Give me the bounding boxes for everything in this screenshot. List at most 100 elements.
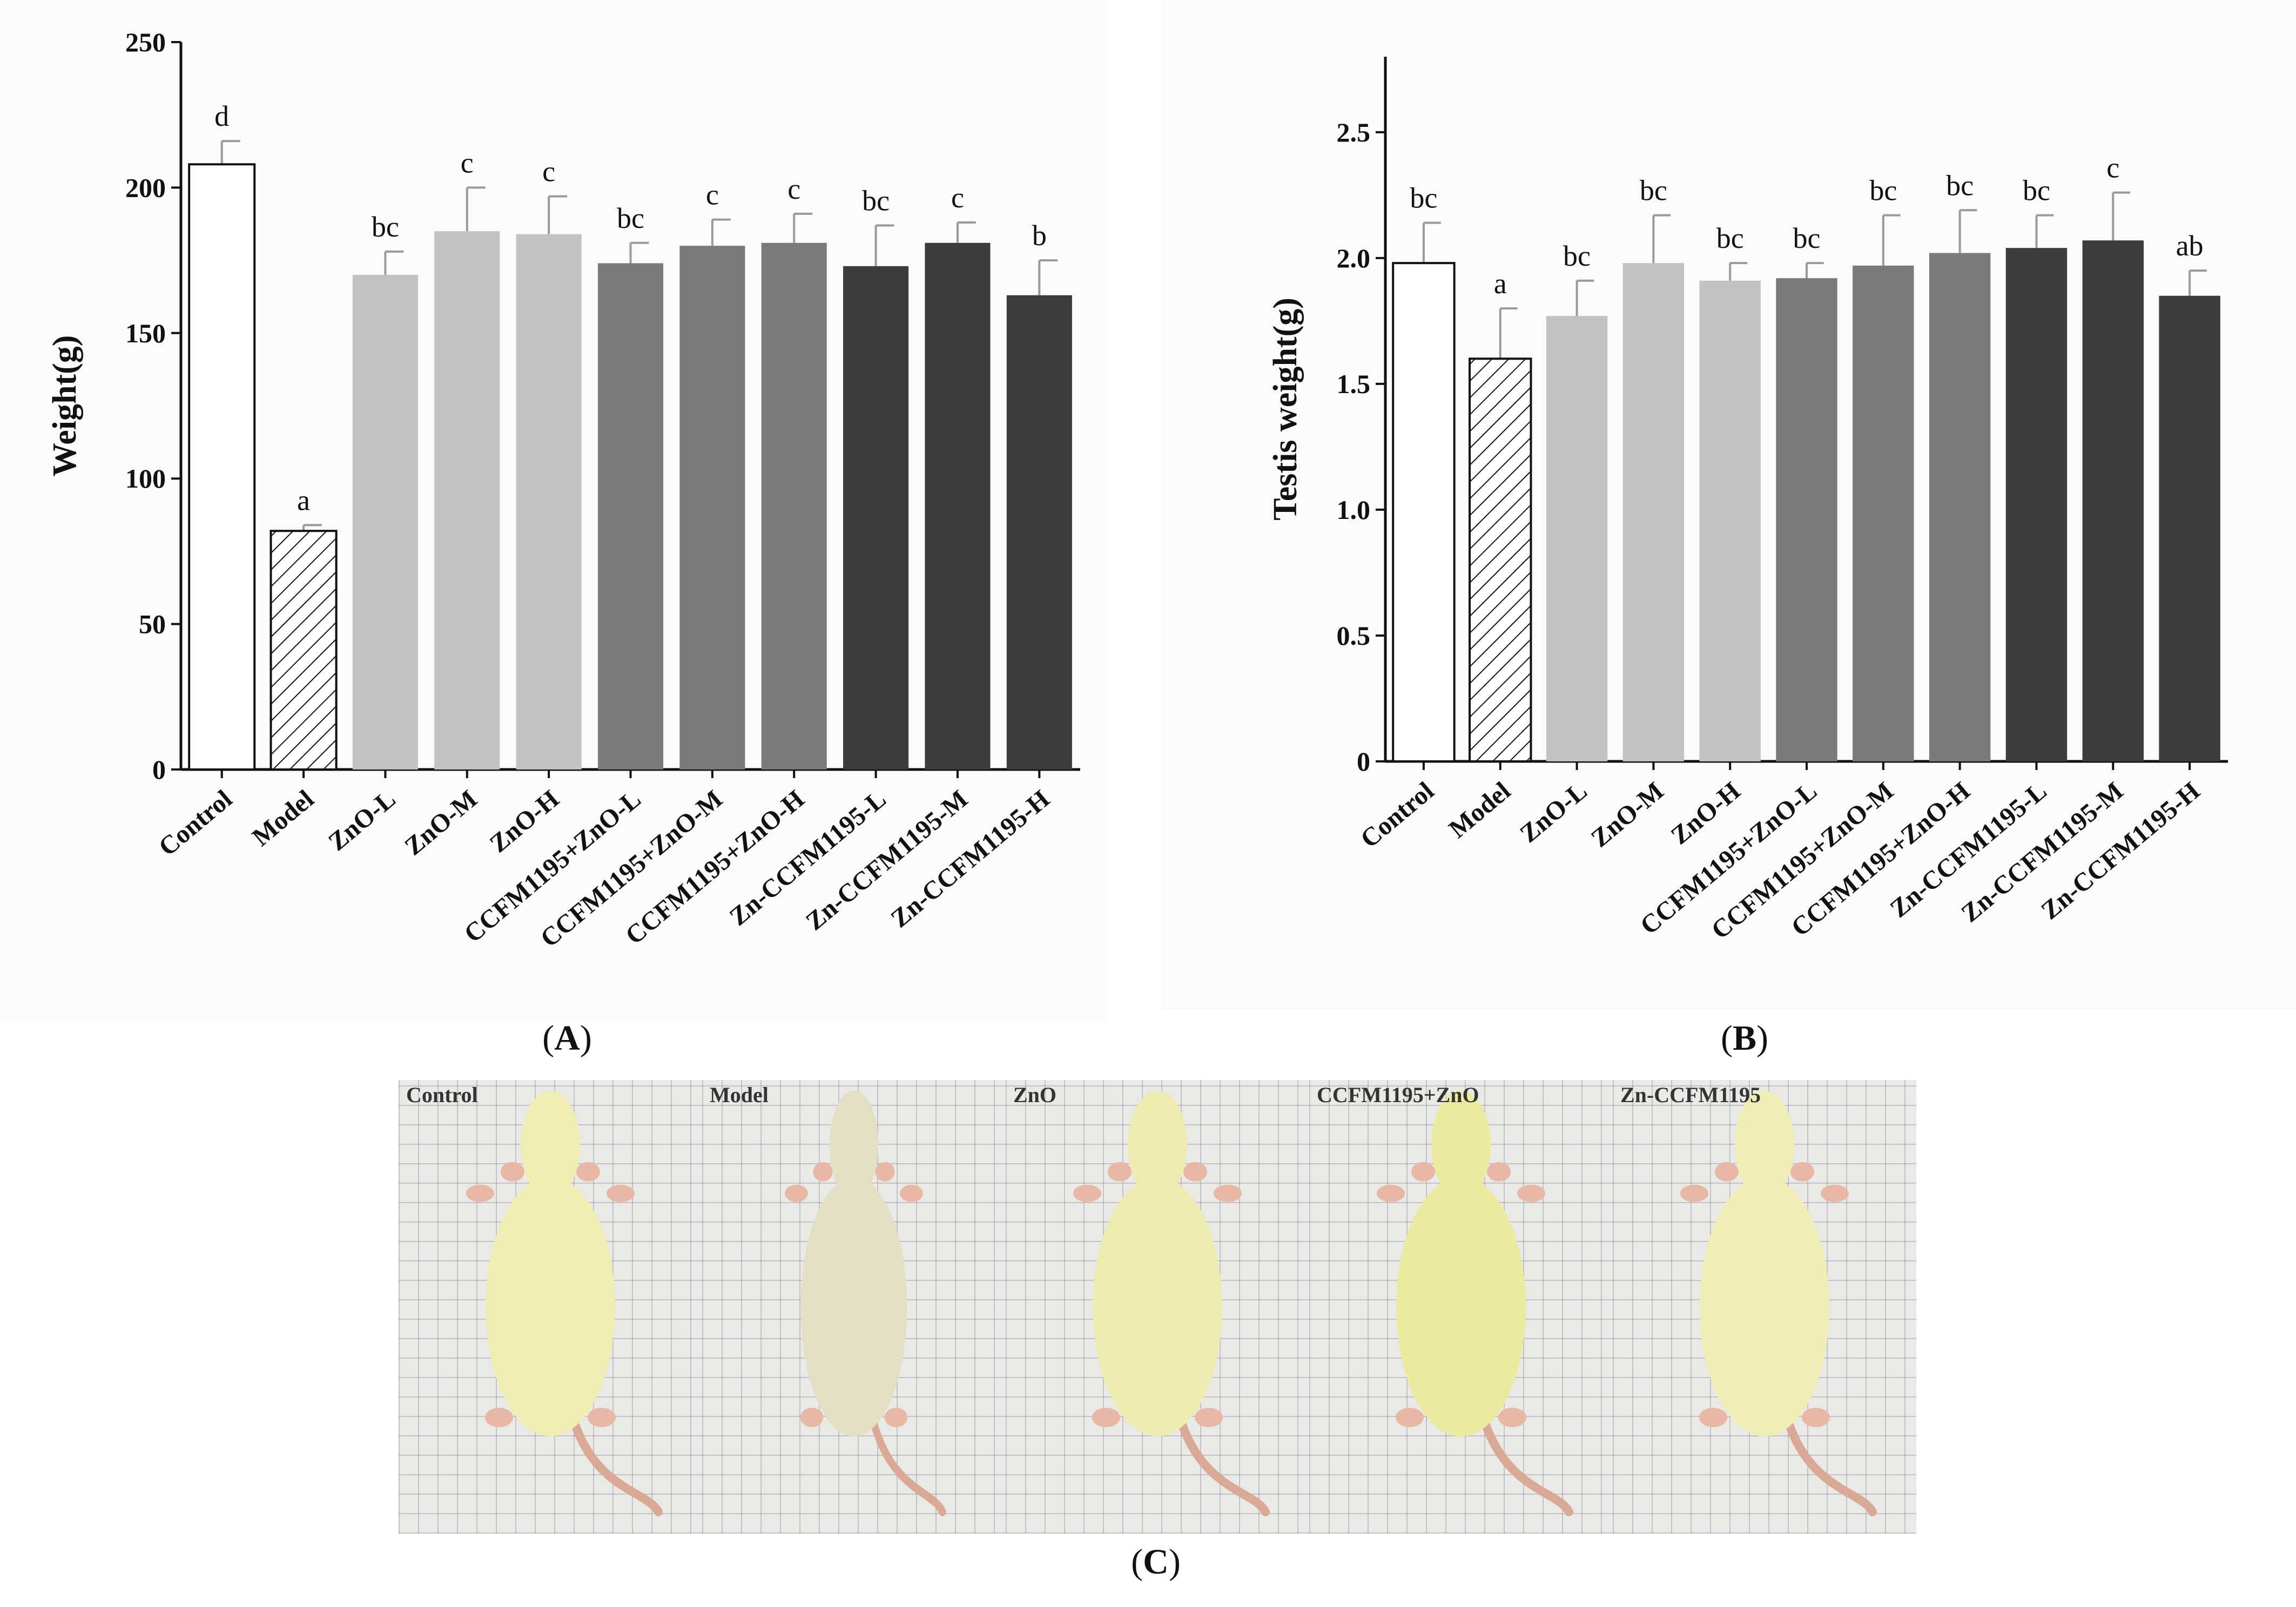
panel-caption-b: (B) (1721, 1018, 1768, 1058)
y-tick-label: 250 (125, 27, 166, 57)
bar (1622, 263, 1685, 761)
bar (352, 275, 418, 769)
rat-paw (1680, 1185, 1708, 1202)
rat-tail (1478, 1410, 1573, 1516)
rat-image (785, 1091, 946, 1516)
rat-ear (875, 1162, 895, 1181)
rat-paw (588, 1408, 616, 1427)
y-tick-label: 0 (152, 754, 166, 785)
panel-caption-a: (A) (542, 1018, 592, 1058)
rat-ear (813, 1162, 833, 1181)
bar (843, 266, 909, 770)
rat-ear (501, 1162, 524, 1181)
x-tick-label: Control (153, 785, 238, 862)
rat-photo-strip: Control Model ZnO CCFM1195+ZnO Zn-CCFM11… (399, 1080, 1916, 1534)
y-tick-label: 1.0 (1337, 495, 1371, 525)
rat-paw (1699, 1408, 1727, 1427)
significance-letter: bc (617, 202, 644, 234)
rat-tail (1175, 1410, 1270, 1516)
rat-ear (1487, 1162, 1511, 1181)
y-tick-label: 200 (125, 172, 166, 202)
significance-letter: bc (1410, 182, 1437, 214)
rat-image (466, 1091, 663, 1516)
significance-letter: bc (1946, 169, 1974, 201)
rat-body (1700, 1177, 1829, 1436)
significance-letter: bc (1640, 174, 1667, 207)
rat-paw (1214, 1185, 1242, 1202)
significance-letter: a (1494, 267, 1507, 300)
bar (1006, 295, 1072, 769)
rat-image (1073, 1091, 1270, 1516)
rat-ear (576, 1162, 600, 1181)
y-tick-label: 2.5 (1337, 117, 1371, 147)
x-tick-label: Model (1444, 777, 1516, 844)
bar (434, 231, 500, 770)
x-tick-label: ZnO-L (1514, 777, 1592, 848)
rat-body (1396, 1177, 1526, 1436)
rat-paw (485, 1408, 513, 1427)
rat-image (1680, 1091, 1877, 1516)
significance-letter: c (2106, 152, 2119, 184)
photo-label-model: Model (710, 1083, 769, 1107)
significance-letter: c (542, 156, 555, 188)
bar (1776, 278, 1837, 761)
rat-paw (785, 1185, 808, 1202)
y-tick-label: 50 (139, 609, 166, 639)
photo-label-ccfm1195-zno: CCFM1195+ZnO (1317, 1083, 1479, 1107)
rat-tail (568, 1410, 663, 1516)
y-tick-label: 1.5 (1337, 369, 1371, 399)
bar (1546, 316, 1608, 761)
significance-letter: bc (1869, 174, 1897, 207)
rat-head (1735, 1091, 1794, 1199)
photo-label-zn-ccfm1195: Zn-CCFM1195 (1620, 1083, 1761, 1107)
significance-letter: d (214, 100, 229, 132)
x-tick-label: ZnO-L (323, 785, 401, 856)
rat-tail (868, 1410, 946, 1516)
chart-panel-b: 0 0.5 1.0 1.5 2.0 2.5 Testis weight(g) bc Contro… (1161, 0, 2296, 1010)
bar (270, 530, 338, 771)
photo-label-control: Control (406, 1083, 478, 1107)
rat-paw (800, 1408, 824, 1427)
rat-paw (900, 1185, 923, 1202)
significance-letter: bc (2023, 174, 2050, 207)
bar (1699, 280, 1761, 761)
rat-body (800, 1177, 907, 1436)
bar (1469, 357, 1532, 762)
significance-letter: c (951, 181, 964, 214)
rat-body (486, 1177, 615, 1436)
bar (2005, 248, 2068, 761)
significance-letter: c (461, 146, 474, 179)
rat-ear (1715, 1162, 1739, 1181)
bar (1392, 262, 1456, 762)
bar (679, 246, 745, 769)
x-tick-label: ZnO-M (1586, 777, 1669, 853)
rat-ear (1790, 1162, 1814, 1181)
weight-bar-chart: 050100150200250Weight(g)dControlaModelbc… (46, 27, 1080, 953)
rat-paw (607, 1185, 635, 1202)
significance-letter: bc (1716, 222, 1744, 254)
rat-head (829, 1091, 879, 1199)
rat-paw (1821, 1185, 1849, 1202)
photo-zn-ccfm1195: Zn-CCFM1195 (1613, 1080, 1916, 1534)
x-tick-label: Model (247, 785, 319, 852)
y-tick-label: 100 (125, 463, 166, 494)
rat-paw (1498, 1408, 1526, 1427)
rat-paw (1517, 1185, 1545, 1202)
rat-paw (884, 1408, 908, 1427)
y-tick-label: 0.5 (1337, 620, 1371, 651)
chart-panel-a: 0 50 100 150 200 250 Weight(g) d Control a Model bc… (0, 0, 1107, 1021)
rat-paw (1195, 1408, 1223, 1427)
y-tick-label: 150 (125, 318, 166, 348)
bar (761, 242, 827, 770)
rat-tail (1782, 1410, 1877, 1516)
y-tick-label: 2.0 (1337, 243, 1371, 273)
photo-control: Control (399, 1080, 703, 1534)
photo-ccfm1195-zno: CCFM1195+ZnO (1309, 1080, 1614, 1534)
photo-zno: ZnO (1006, 1080, 1310, 1534)
rat-ear (1183, 1162, 1207, 1181)
bar (2159, 295, 2220, 761)
bar (188, 163, 256, 771)
bar (1929, 253, 1991, 761)
testis-weight-bar-chart: 0 0.5 1.0 1.5 2.0 2.5 Testis weight(g) bc Contro… (1267, 57, 2228, 945)
bar (516, 234, 582, 769)
